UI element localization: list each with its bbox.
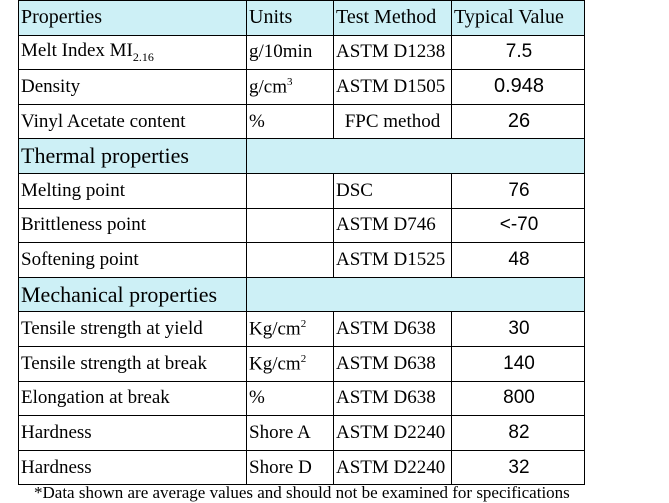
typical-value-cell: 26 — [451, 103, 585, 140]
property-name: Vinyl Acetate content — [18, 103, 247, 140]
test-method-cell: ASTM D638 — [333, 345, 452, 382]
test-method-cell: ASTM D2240 — [333, 449, 452, 486]
unit-cell — [246, 172, 334, 209]
table-row: Melt Index MI2.16 g/10min ASTM D1238 7.5 — [18, 34, 585, 71]
typical-value-cell: 82 — [451, 415, 585, 451]
unit-cell: Kg/cm2 — [246, 345, 334, 382]
typical-value-cell: 7.5 — [451, 34, 585, 71]
typical-value-cell: 140 — [451, 345, 585, 382]
typical-value-cell: 0.948 — [451, 69, 585, 105]
unit-cell: g/10min — [246, 34, 334, 71]
test-method-cell: ASTM D638 — [333, 380, 452, 417]
unit-cell — [246, 242, 334, 278]
header-units: Units — [246, 0, 334, 36]
table-row: Elongation at break % ASTM D638 800 — [18, 380, 585, 417]
table-row: Density g/cm3 ASTM D1505 0.948 — [18, 69, 585, 105]
unit-cell: % — [246, 103, 334, 140]
typical-value-cell: 48 — [451, 242, 585, 278]
test-method-cell: ASTM D2240 — [333, 415, 452, 451]
section-fill — [246, 276, 585, 313]
header-typical-value: Typical Value — [451, 0, 585, 36]
property-name: Density — [18, 69, 247, 105]
header-properties: Properties — [18, 0, 247, 36]
property-name: Hardness — [18, 415, 247, 451]
test-method-cell: ASTM D638 — [333, 311, 452, 347]
section-title: Thermal properties — [18, 138, 247, 174]
property-name: Brittleness point — [18, 207, 247, 244]
property-name: Elongation at break — [18, 380, 247, 417]
unit-cell — [246, 207, 334, 244]
unit-cell: Shore D — [246, 449, 334, 486]
table-row: Hardness Shore A ASTM D2240 82 — [18, 415, 585, 451]
unit-cell: % — [246, 380, 334, 417]
section-row-thermal: Thermal properties — [18, 138, 585, 174]
unit-cell: Kg/cm2 — [246, 311, 334, 347]
test-method-cell: ASTM D1505 — [333, 69, 452, 105]
header-test-method: Test Method — [333, 0, 452, 36]
test-method-cell: ASTM D1238 — [333, 34, 452, 71]
typical-value-cell: 800 — [451, 380, 585, 417]
section-fill — [246, 138, 585, 174]
test-method-cell: ASTM D746 — [333, 207, 452, 244]
table-row: Vinyl Acetate content % FPC method 26 — [18, 103, 585, 140]
table-row: Hardness Shore D ASTM D2240 32 — [18, 449, 585, 486]
table-row: Softening point ASTM D1525 48 — [18, 242, 585, 278]
property-name: Melt Index MI2.16 — [18, 34, 247, 71]
typical-value-cell: 30 — [451, 311, 585, 347]
property-name: Melting point — [18, 172, 247, 209]
footnote: *Data shown are average values and shoul… — [34, 483, 570, 502]
properties-table: Properties Units Test Method Typical Val… — [18, 0, 585, 486]
property-name: Hardness — [18, 449, 247, 486]
header-row: Properties Units Test Method Typical Val… — [18, 0, 585, 36]
unit-cell: Shore A — [246, 415, 334, 451]
typical-value-cell: 32 — [451, 449, 585, 486]
unit-cell: g/cm3 — [246, 69, 334, 105]
test-method-cell: ASTM D1525 — [333, 242, 452, 278]
property-name: Tensile strength at yield — [18, 311, 247, 347]
table-row: Melting point DSC 76 — [18, 172, 585, 209]
table-row: Tensile strength at break Kg/cm2 ASTM D6… — [18, 345, 585, 382]
typical-value-cell: <-70 — [451, 207, 585, 244]
property-name: Softening point — [18, 242, 247, 278]
typical-value-cell: 76 — [451, 172, 585, 209]
section-title: Mechanical properties — [18, 276, 247, 313]
property-name: Tensile strength at break — [18, 345, 247, 382]
table-row: Tensile strength at yield Kg/cm2 ASTM D6… — [18, 311, 585, 347]
test-method-cell: DSC — [333, 172, 452, 209]
test-method-cell: FPC method — [333, 103, 452, 140]
table-row: Brittleness point ASTM D746 <-70 — [18, 207, 585, 244]
section-row-mechanical: Mechanical properties — [18, 276, 585, 313]
